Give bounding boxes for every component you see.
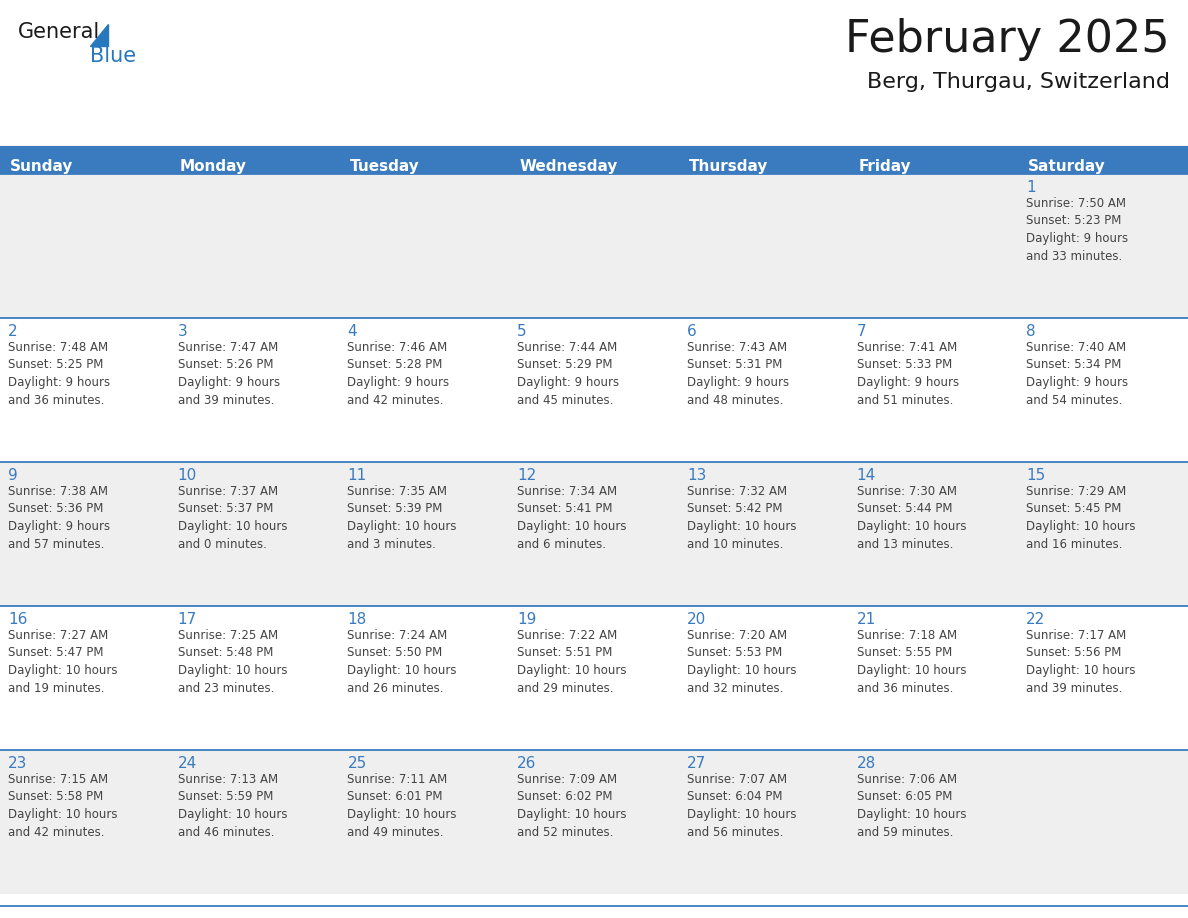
Bar [0, 750, 1188, 894]
Text: Sunrise: 7:27 AM
Sunset: 5:47 PM
Daylight: 10 hours
and 19 minutes.: Sunrise: 7:27 AM Sunset: 5:47 PM Dayligh… [8, 629, 118, 695]
Text: Sunrise: 7:13 AM
Sunset: 5:59 PM
Daylight: 10 hours
and 46 minutes.: Sunrise: 7:13 AM Sunset: 5:59 PM Dayligh… [178, 773, 287, 838]
Text: Sunrise: 7:37 AM
Sunset: 5:37 PM
Daylight: 10 hours
and 0 minutes.: Sunrise: 7:37 AM Sunset: 5:37 PM Dayligh… [178, 485, 287, 551]
Text: Sunrise: 7:40 AM
Sunset: 5:34 PM
Daylight: 9 hours
and 54 minutes.: Sunrise: 7:40 AM Sunset: 5:34 PM Dayligh… [1026, 341, 1129, 407]
Text: 12: 12 [517, 468, 537, 483]
Text: Sunrise: 7:46 AM
Sunset: 5:28 PM
Daylight: 9 hours
and 42 minutes.: Sunrise: 7:46 AM Sunset: 5:28 PM Dayligh… [347, 341, 449, 407]
Text: Sunrise: 7:17 AM
Sunset: 5:56 PM
Daylight: 10 hours
and 39 minutes.: Sunrise: 7:17 AM Sunset: 5:56 PM Dayligh… [1026, 629, 1136, 695]
Text: Berg, Thurgau, Switzerland: Berg, Thurgau, Switzerland [867, 72, 1170, 92]
Text: Sunrise: 7:32 AM
Sunset: 5:42 PM
Daylight: 10 hours
and 10 minutes.: Sunrise: 7:32 AM Sunset: 5:42 PM Dayligh… [687, 485, 796, 551]
Text: 20: 20 [687, 612, 706, 627]
Bar [0, 318, 1188, 462]
Polygon shape [90, 24, 108, 46]
Text: Sunrise: 7:07 AM
Sunset: 6:04 PM
Daylight: 10 hours
and 56 minutes.: Sunrise: 7:07 AM Sunset: 6:04 PM Dayligh… [687, 773, 796, 838]
Text: 5: 5 [517, 324, 526, 339]
Text: 18: 18 [347, 612, 367, 627]
Text: Sunrise: 7:24 AM
Sunset: 5:50 PM
Daylight: 10 hours
and 26 minutes.: Sunrise: 7:24 AM Sunset: 5:50 PM Dayligh… [347, 629, 457, 695]
Text: Sunrise: 7:48 AM
Sunset: 5:25 PM
Daylight: 9 hours
and 36 minutes.: Sunrise: 7:48 AM Sunset: 5:25 PM Dayligh… [8, 341, 110, 407]
Text: 13: 13 [687, 468, 706, 483]
Text: 21: 21 [857, 612, 876, 627]
Text: Blue: Blue [90, 46, 137, 66]
Text: 27: 27 [687, 756, 706, 771]
Text: Sunrise: 7:35 AM
Sunset: 5:39 PM
Daylight: 10 hours
and 3 minutes.: Sunrise: 7:35 AM Sunset: 5:39 PM Dayligh… [347, 485, 457, 551]
Text: Sunrise: 7:44 AM
Sunset: 5:29 PM
Daylight: 9 hours
and 45 minutes.: Sunrise: 7:44 AM Sunset: 5:29 PM Dayligh… [517, 341, 619, 407]
Text: Sunrise: 7:29 AM
Sunset: 5:45 PM
Daylight: 10 hours
and 16 minutes.: Sunrise: 7:29 AM Sunset: 5:45 PM Dayligh… [1026, 485, 1136, 551]
Text: 28: 28 [857, 756, 876, 771]
Text: Sunrise: 7:50 AM
Sunset: 5:23 PM
Daylight: 9 hours
and 33 minutes.: Sunrise: 7:50 AM Sunset: 5:23 PM Dayligh… [1026, 197, 1129, 263]
Text: Thursday: Thursday [689, 160, 769, 174]
Text: Sunrise: 7:18 AM
Sunset: 5:55 PM
Daylight: 10 hours
and 36 minutes.: Sunrise: 7:18 AM Sunset: 5:55 PM Dayligh… [857, 629, 966, 695]
Text: Sunrise: 7:06 AM
Sunset: 6:05 PM
Daylight: 10 hours
and 59 minutes.: Sunrise: 7:06 AM Sunset: 6:05 PM Dayligh… [857, 773, 966, 838]
Text: Sunrise: 7:11 AM
Sunset: 6:01 PM
Daylight: 10 hours
and 49 minutes.: Sunrise: 7:11 AM Sunset: 6:01 PM Dayligh… [347, 773, 457, 838]
Text: Sunrise: 7:25 AM
Sunset: 5:48 PM
Daylight: 10 hours
and 23 minutes.: Sunrise: 7:25 AM Sunset: 5:48 PM Dayligh… [178, 629, 287, 695]
Text: 1: 1 [1026, 180, 1036, 195]
Bar [0, 606, 1188, 750]
Text: Sunday: Sunday [10, 160, 74, 174]
Text: 16: 16 [8, 612, 27, 627]
Text: Saturday: Saturday [1029, 160, 1106, 174]
Text: 19: 19 [517, 612, 537, 627]
Text: February 2025: February 2025 [846, 18, 1170, 61]
Text: 23: 23 [8, 756, 27, 771]
Text: 25: 25 [347, 756, 367, 771]
Text: Friday: Friday [859, 160, 911, 174]
Bar [0, 174, 1188, 318]
Text: 17: 17 [178, 612, 197, 627]
Text: 4: 4 [347, 324, 358, 339]
Text: Sunrise: 7:30 AM
Sunset: 5:44 PM
Daylight: 10 hours
and 13 minutes.: Sunrise: 7:30 AM Sunset: 5:44 PM Dayligh… [857, 485, 966, 551]
Text: 7: 7 [857, 324, 866, 339]
Text: Sunrise: 7:41 AM
Sunset: 5:33 PM
Daylight: 9 hours
and 51 minutes.: Sunrise: 7:41 AM Sunset: 5:33 PM Dayligh… [857, 341, 959, 407]
Text: 15: 15 [1026, 468, 1045, 483]
Text: 8: 8 [1026, 324, 1036, 339]
Text: General: General [18, 22, 100, 42]
Text: Wednesday: Wednesday [519, 160, 618, 174]
Text: Tuesday: Tuesday [349, 160, 419, 174]
Text: Sunrise: 7:38 AM
Sunset: 5:36 PM
Daylight: 9 hours
and 57 minutes.: Sunrise: 7:38 AM Sunset: 5:36 PM Dayligh… [8, 485, 110, 551]
Text: Sunrise: 7:47 AM
Sunset: 5:26 PM
Daylight: 9 hours
and 39 minutes.: Sunrise: 7:47 AM Sunset: 5:26 PM Dayligh… [178, 341, 280, 407]
Text: 2: 2 [8, 324, 18, 339]
Text: Sunrise: 7:09 AM
Sunset: 6:02 PM
Daylight: 10 hours
and 52 minutes.: Sunrise: 7:09 AM Sunset: 6:02 PM Dayligh… [517, 773, 626, 838]
Text: 9: 9 [8, 468, 18, 483]
Text: 10: 10 [178, 468, 197, 483]
Text: Monday: Monday [179, 160, 247, 174]
Text: Sunrise: 7:15 AM
Sunset: 5:58 PM
Daylight: 10 hours
and 42 minutes.: Sunrise: 7:15 AM Sunset: 5:58 PM Dayligh… [8, 773, 118, 838]
Text: Sunrise: 7:43 AM
Sunset: 5:31 PM
Daylight: 9 hours
and 48 minutes.: Sunrise: 7:43 AM Sunset: 5:31 PM Dayligh… [687, 341, 789, 407]
Text: 6: 6 [687, 324, 696, 339]
Text: Sunrise: 7:34 AM
Sunset: 5:41 PM
Daylight: 10 hours
and 6 minutes.: Sunrise: 7:34 AM Sunset: 5:41 PM Dayligh… [517, 485, 626, 551]
Text: Sunrise: 7:22 AM
Sunset: 5:51 PM
Daylight: 10 hours
and 29 minutes.: Sunrise: 7:22 AM Sunset: 5:51 PM Dayligh… [517, 629, 626, 695]
Text: 24: 24 [178, 756, 197, 771]
Text: 26: 26 [517, 756, 537, 771]
Text: 22: 22 [1026, 612, 1045, 627]
Text: 11: 11 [347, 468, 367, 483]
Text: 3: 3 [178, 324, 188, 339]
Bar [0, 148, 1188, 186]
Bar [0, 462, 1188, 606]
Text: 14: 14 [857, 468, 876, 483]
Text: Sunrise: 7:20 AM
Sunset: 5:53 PM
Daylight: 10 hours
and 32 minutes.: Sunrise: 7:20 AM Sunset: 5:53 PM Dayligh… [687, 629, 796, 695]
